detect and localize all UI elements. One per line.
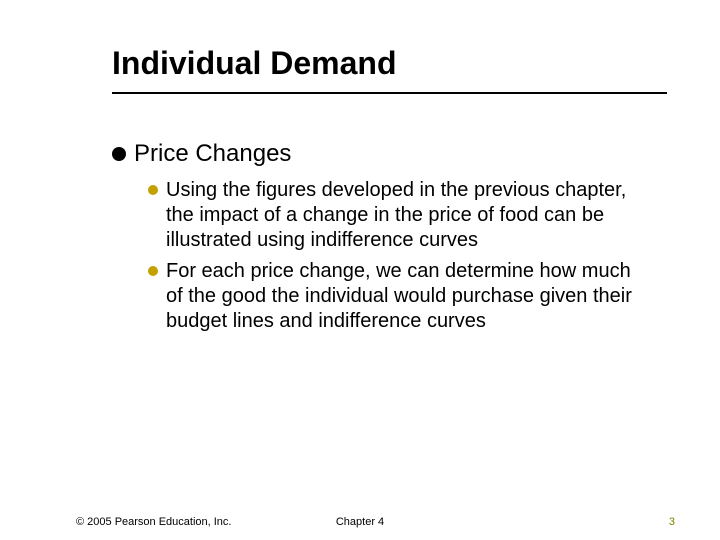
bullet-circle-icon	[148, 185, 158, 195]
bullet-level2: Using the figures developed in the previ…	[148, 178, 667, 253]
title-rule	[112, 92, 667, 94]
body-block: Price Changes Using the figures develope…	[112, 140, 667, 340]
bullet-level2-text: Using the figures developed in the previ…	[166, 178, 646, 253]
bullet-level2: For each price change, we can determine …	[148, 259, 667, 334]
title-block: Individual Demand	[112, 45, 672, 94]
slide: Individual Demand Price Changes Using th…	[0, 0, 720, 540]
bullet-level2-text: For each price change, we can determine …	[166, 259, 646, 334]
bullet-level1: Price Changes	[112, 140, 667, 168]
slide-title: Individual Demand	[112, 45, 672, 82]
bullet-level1-text: Price Changes	[134, 140, 291, 168]
footer-chapter: Chapter 4	[0, 516, 720, 528]
bullet-circle-icon	[148, 266, 158, 276]
footer-page-number: 3	[669, 516, 675, 528]
bullet-dot-icon	[112, 147, 126, 161]
